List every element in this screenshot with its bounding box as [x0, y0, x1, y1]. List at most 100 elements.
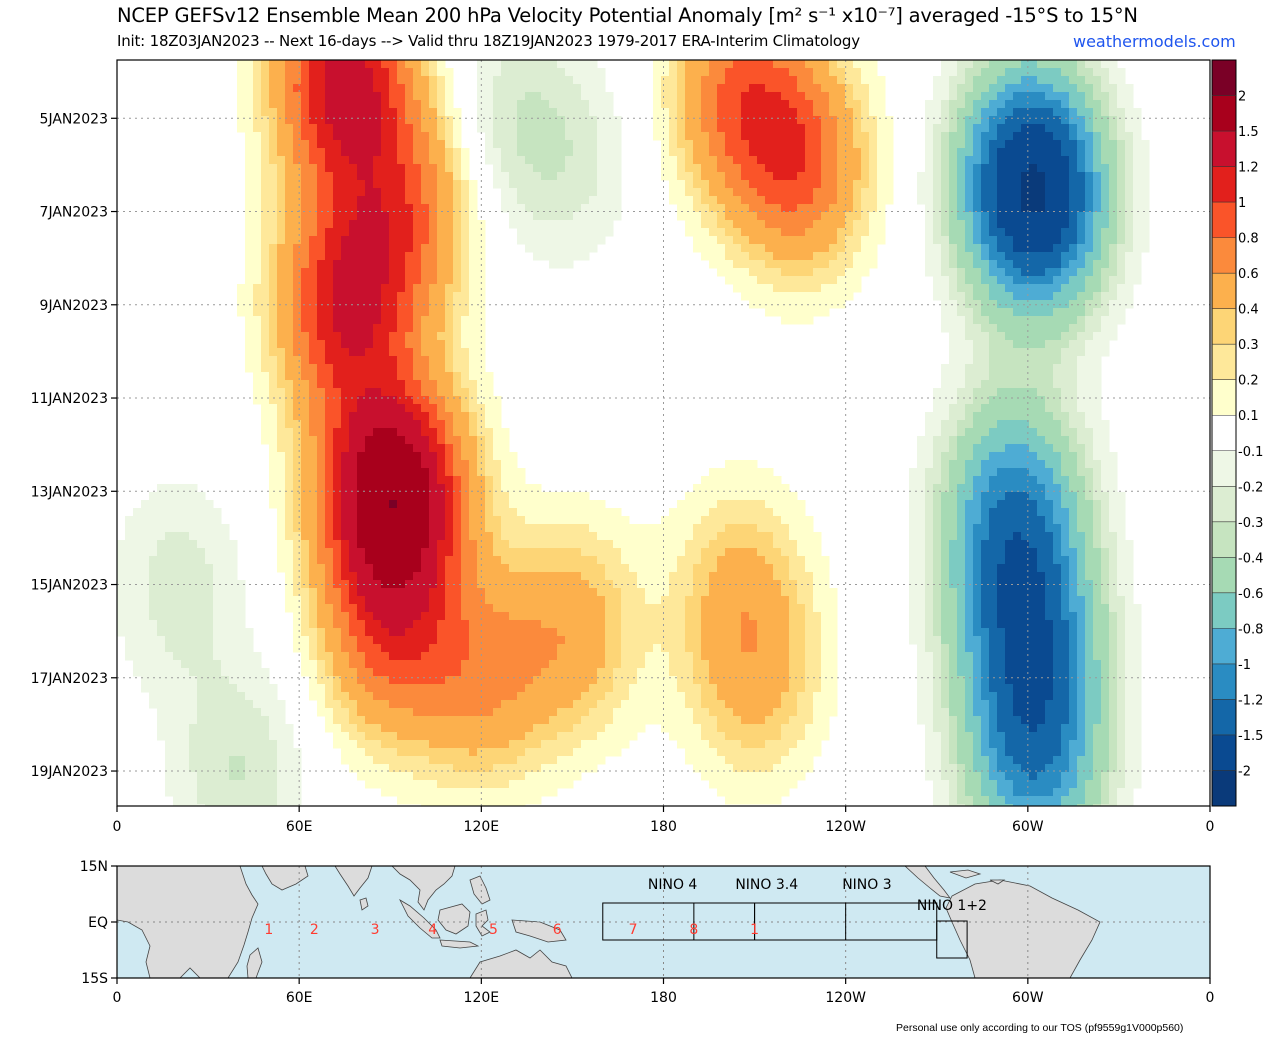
heatmap-cell	[805, 108, 814, 117]
heatmap-cell	[957, 468, 966, 477]
heatmap-cell	[877, 148, 886, 157]
heatmap-cell	[365, 364, 374, 373]
heatmap-cell	[525, 212, 534, 221]
heatmap-cell	[1013, 292, 1022, 301]
heatmap-cell	[301, 164, 310, 173]
heatmap-cell	[397, 236, 406, 245]
heatmap-cell	[1109, 236, 1118, 245]
heatmap-cell	[453, 316, 462, 325]
heatmap-cell	[181, 524, 190, 533]
heatmap-cell	[725, 164, 734, 173]
heatmap-cell	[453, 156, 462, 165]
heatmap-cell	[405, 524, 414, 533]
heatmap-cell	[381, 60, 390, 69]
heatmap-cell	[925, 508, 934, 517]
heatmap-cell	[821, 180, 830, 189]
heatmap-cell	[1005, 124, 1014, 133]
heatmap-cell	[717, 60, 726, 69]
heatmap-cell	[293, 540, 302, 549]
heatmap-cell	[205, 500, 214, 509]
heatmap-cell	[469, 532, 478, 541]
heatmap-cell	[813, 260, 822, 269]
heatmap-cell	[429, 316, 438, 325]
heatmap-cell	[1133, 116, 1142, 125]
heatmap-cell	[1109, 276, 1118, 285]
heatmap-cell	[277, 532, 286, 541]
heatmap-cell	[1085, 260, 1094, 269]
heatmap-cell	[565, 532, 574, 541]
heatmap-cell	[613, 164, 622, 173]
heatmap-cell	[1045, 140, 1054, 149]
heatmap-cell	[1053, 444, 1062, 453]
heatmap-cell	[837, 92, 846, 101]
heatmap-cell	[325, 372, 334, 381]
heatmap-cell	[437, 332, 446, 341]
heatmap-cell	[381, 92, 390, 101]
heatmap-cell	[293, 444, 302, 453]
heatmap-cell	[389, 500, 398, 509]
heatmap-cell	[589, 68, 598, 77]
heatmap-cell	[1029, 132, 1038, 141]
heatmap-cell	[453, 228, 462, 237]
heatmap-cell	[1069, 92, 1078, 101]
heatmap-cell	[597, 180, 606, 189]
heatmap-cell	[301, 524, 310, 533]
heatmap-cell	[965, 524, 974, 533]
heatmap-cell	[405, 452, 414, 461]
heatmap-cell	[973, 228, 982, 237]
heatmap-cell	[709, 172, 718, 181]
heatmap-cell	[389, 460, 398, 469]
heatmap-cell	[309, 500, 318, 509]
heatmap-cell	[589, 76, 598, 85]
heatmap-cell	[997, 468, 1006, 477]
heatmap-cell	[1077, 316, 1086, 325]
heatmap-cell	[277, 164, 286, 173]
heatmap-cell	[653, 548, 662, 557]
heatmap-cell	[437, 156, 446, 165]
heatmap-cell	[1053, 100, 1062, 109]
heatmap-cell	[773, 476, 782, 485]
heatmap-cell	[533, 212, 542, 221]
heatmap-cell	[973, 76, 982, 85]
heatmap-cell	[1109, 116, 1118, 125]
heatmap-cell	[389, 252, 398, 261]
heatmap-cell	[861, 100, 870, 109]
heatmap-cell	[253, 84, 262, 93]
heatmap-cell	[429, 84, 438, 93]
heatmap-cell	[1045, 444, 1054, 453]
heatmap-cell	[405, 468, 414, 477]
heatmap-cell	[661, 164, 670, 173]
heatmap-cell	[845, 220, 854, 229]
heatmap-cell	[453, 516, 462, 525]
heatmap-cell	[1053, 484, 1062, 493]
heatmap-cell	[933, 236, 942, 245]
heatmap-cell	[717, 204, 726, 213]
heatmap-cell	[405, 260, 414, 269]
heatmap-cell	[669, 156, 678, 165]
heatmap-cell	[1005, 460, 1014, 469]
heatmap-cell	[405, 460, 414, 469]
heatmap-cell	[1077, 76, 1086, 85]
heatmap-cell	[349, 228, 358, 237]
brand-link[interactable]: weathermodels.com	[1073, 32, 1236, 51]
heatmap-cell	[869, 188, 878, 197]
heatmap-cell	[413, 140, 422, 149]
heatmap-cell	[853, 68, 862, 77]
heatmap-cell	[989, 444, 998, 453]
heatmap-cell	[589, 540, 598, 549]
heatmap-cell	[1085, 100, 1094, 109]
heatmap-cell	[341, 68, 350, 77]
heatmap-cell	[189, 524, 198, 533]
heatmap-cell	[1005, 228, 1014, 237]
heatmap-cell	[1021, 484, 1030, 493]
heatmap-cell	[349, 548, 358, 557]
heatmap-cell	[277, 268, 286, 277]
heatmap-cell	[525, 516, 534, 525]
heatmap-cell	[1101, 244, 1110, 253]
heatmap-cell	[997, 516, 1006, 525]
heatmap-cell	[1085, 492, 1094, 501]
heatmap-cell	[429, 164, 438, 173]
heatmap-cell	[389, 380, 398, 389]
heatmap-cell	[933, 260, 942, 269]
heatmap-cell	[789, 100, 798, 109]
